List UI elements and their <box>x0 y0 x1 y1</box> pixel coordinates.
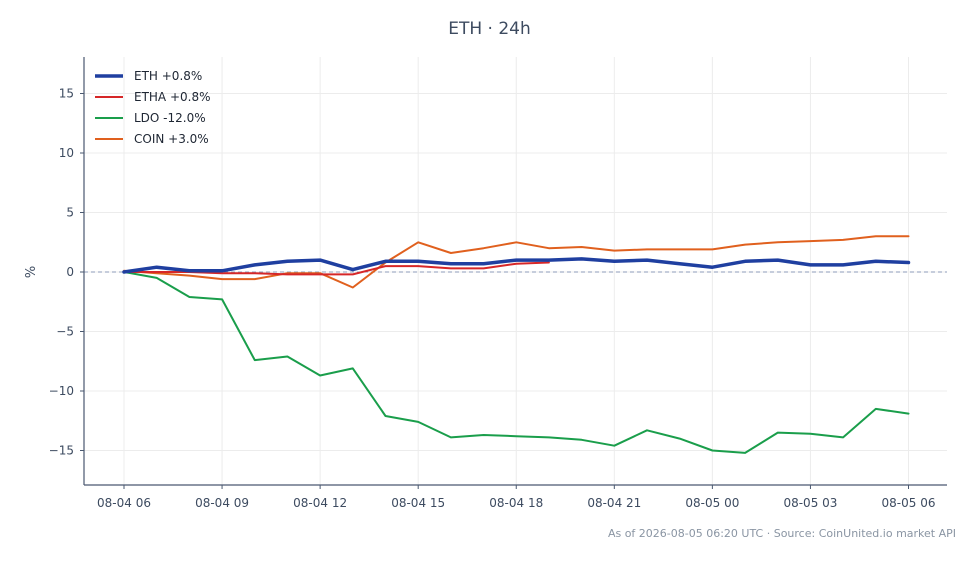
chart-title: ETH · 24h <box>448 19 531 39</box>
y-axis-label: % <box>24 266 39 278</box>
x-tick-label: 08-05 03 <box>783 496 837 510</box>
series-line-coin <box>123 235 910 289</box>
x-tick-label: 08-04 18 <box>489 496 543 510</box>
x-tick-label: 08-05 00 <box>685 496 739 510</box>
legend-label: LDO -12.0% <box>134 111 206 125</box>
y-tick-label: 10 <box>59 146 74 160</box>
legend-label: COIN +3.0% <box>134 132 209 146</box>
y-tick-label: −5 <box>56 325 74 339</box>
legend-label: ETH +0.8% <box>134 69 202 83</box>
x-tick-label: 08-04 06 <box>97 496 151 510</box>
y-tick-label: 15 <box>59 87 74 101</box>
x-tick-label: 08-05 06 <box>882 496 936 510</box>
axes <box>83 57 947 486</box>
series-line-ldo <box>123 271 910 454</box>
series-lines <box>122 235 911 454</box>
x-tick-label: 08-04 21 <box>587 496 641 510</box>
legend-label: ETHA +0.8% <box>134 90 211 104</box>
y-tick-label: −10 <box>49 384 74 398</box>
x-tick-label: 08-04 09 <box>195 496 249 510</box>
tick-labels: 15 10 5 0 −5 −10 −15 08-04 06 08-04 09 08-04 12 08… <box>49 87 936 511</box>
source-footer: As of 2026-08-05 06:20 UTC · Source: Coi… <box>607 527 956 540</box>
y-tick-label: 5 <box>66 206 74 220</box>
legend: ETH +0.8% ETHA +0.8% LDO -12.0% COIN +3.0% <box>95 69 211 146</box>
series-line-eth <box>122 257 911 274</box>
x-tick-label: 08-04 12 <box>293 496 347 510</box>
y-tick-label: −15 <box>49 444 74 458</box>
y-tick-label: 0 <box>66 265 74 279</box>
x-tick-label: 08-04 15 <box>391 496 445 510</box>
